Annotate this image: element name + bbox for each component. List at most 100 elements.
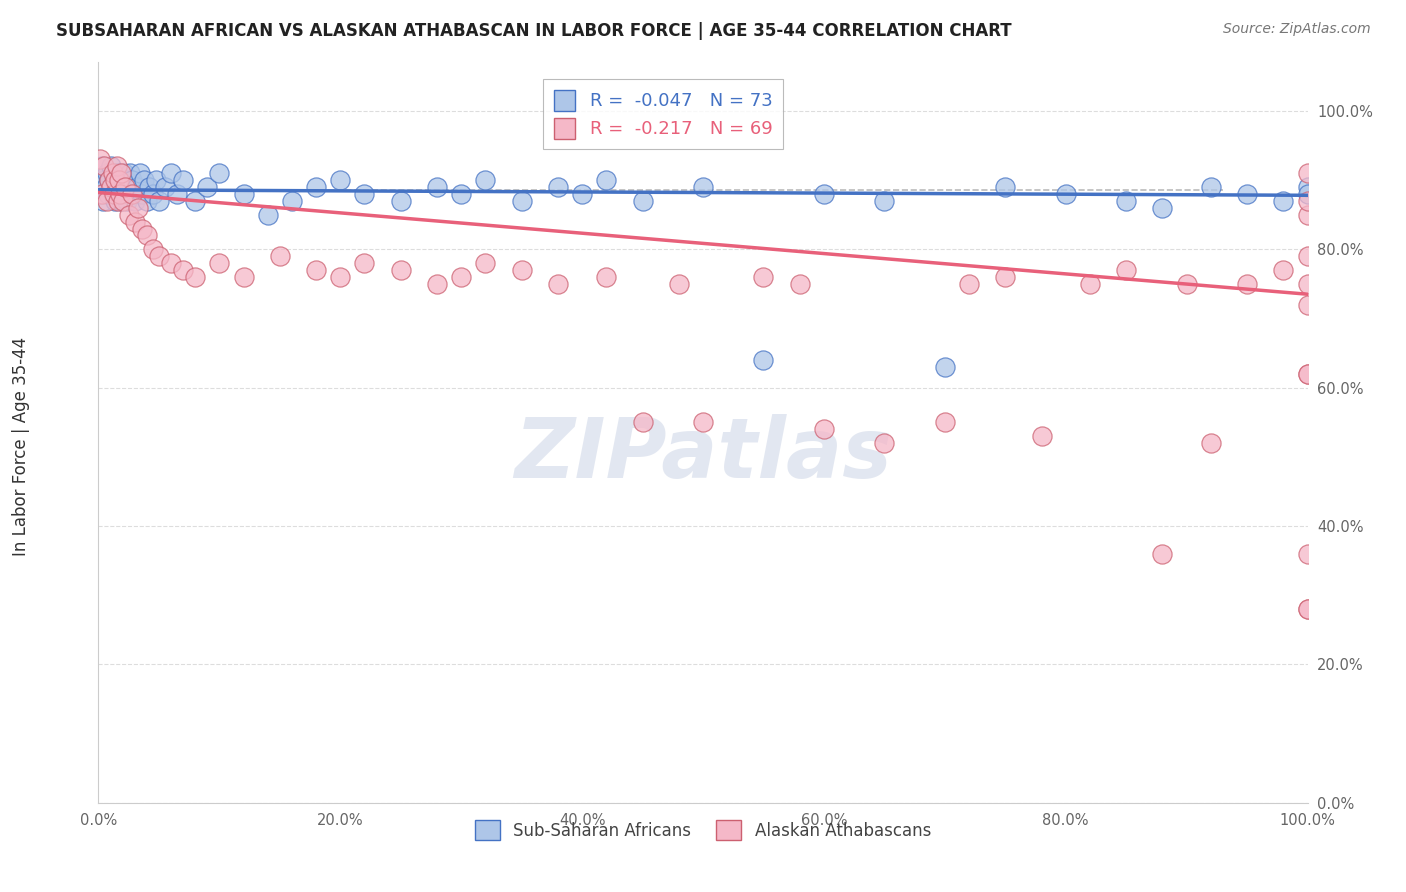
Point (120, 186, 142, 201)
Point (668, 277, 690, 291)
Point (104, 194, 127, 208)
Point (873, 436, 896, 450)
Point (510, 263, 533, 277)
Point (1296, 547, 1319, 561)
Point (98, 173, 121, 187)
Point (89, 153, 111, 167)
Point (281, 194, 304, 208)
Point (692, 180, 714, 194)
Point (1272, 263, 1295, 277)
Point (110, 194, 132, 208)
Point (1152, 201, 1174, 215)
Point (184, 194, 207, 208)
Point (91, 186, 114, 201)
Point (98, 173, 121, 187)
Point (595, 269, 617, 284)
Point (1296, 194, 1319, 208)
Point (108, 186, 131, 201)
Point (1078, 277, 1101, 291)
Point (1115, 194, 1137, 208)
Point (1031, 429, 1053, 443)
Point (813, 422, 835, 436)
Point (112, 166, 135, 180)
Point (1236, 186, 1258, 201)
Point (135, 228, 157, 243)
Point (232, 269, 254, 284)
Point (142, 186, 165, 201)
Point (107, 194, 129, 208)
Point (104, 173, 127, 187)
Point (108, 186, 131, 201)
Point (232, 186, 254, 201)
Point (1199, 180, 1222, 194)
Point (1296, 602, 1319, 616)
Point (100, 159, 122, 173)
Point (426, 277, 449, 291)
Point (118, 166, 141, 180)
Point (474, 256, 496, 270)
Point (789, 277, 811, 291)
Point (96, 194, 118, 208)
Point (108, 173, 131, 187)
Point (1296, 166, 1319, 180)
Point (353, 256, 375, 270)
Point (957, 277, 980, 291)
Text: Source: ZipAtlas.com: Source: ZipAtlas.com (1223, 22, 1371, 37)
Point (450, 186, 472, 201)
Text: ZIPatlas: ZIPatlas (515, 414, 891, 495)
Point (148, 249, 170, 263)
Point (389, 263, 412, 277)
Point (184, 269, 207, 284)
Point (142, 242, 165, 256)
Point (89, 173, 111, 187)
Point (692, 415, 714, 429)
Point (510, 194, 533, 208)
Point (474, 173, 496, 187)
Point (153, 180, 176, 194)
Point (90, 186, 112, 201)
Point (353, 186, 375, 201)
Point (994, 180, 1017, 194)
Point (115, 173, 138, 187)
Point (329, 269, 352, 284)
Point (389, 194, 412, 208)
Point (752, 269, 775, 284)
Point (305, 180, 328, 194)
Point (105, 159, 128, 173)
Point (934, 359, 956, 374)
Point (108, 173, 131, 187)
Point (101, 186, 124, 201)
Point (1296, 186, 1319, 201)
Point (94, 180, 117, 194)
Point (138, 180, 160, 194)
Point (111, 180, 134, 194)
Point (148, 194, 170, 208)
Point (166, 186, 188, 201)
Point (595, 173, 617, 187)
Point (994, 269, 1017, 284)
Point (114, 186, 136, 201)
Point (208, 256, 231, 270)
Point (208, 166, 231, 180)
Text: SUBSAHARAN AFRICAN VS ALASKAN ATHABASCAN IN LABOR FORCE | AGE 35-44 CORRELATION : SUBSAHARAN AFRICAN VS ALASKAN ATHABASCAN… (56, 22, 1012, 40)
Point (1152, 547, 1174, 561)
Point (93, 173, 115, 187)
Point (256, 208, 278, 222)
Point (111, 194, 134, 208)
Legend: Sub-Saharan Africans, Alaskan Athabascans: Sub-Saharan Africans, Alaskan Athabascan… (468, 814, 938, 847)
Point (117, 194, 139, 208)
Point (1054, 186, 1077, 201)
Text: In Labor Force | Age 35-44: In Labor Force | Age 35-44 (13, 336, 30, 556)
Point (547, 277, 569, 291)
Point (1175, 277, 1198, 291)
Point (103, 186, 125, 201)
Point (1296, 297, 1319, 311)
Point (91, 194, 114, 208)
Point (100, 180, 122, 194)
Point (121, 173, 143, 187)
Point (172, 173, 194, 187)
Point (101, 166, 124, 180)
Point (118, 208, 141, 222)
Point (97, 186, 120, 201)
Point (134, 173, 156, 187)
